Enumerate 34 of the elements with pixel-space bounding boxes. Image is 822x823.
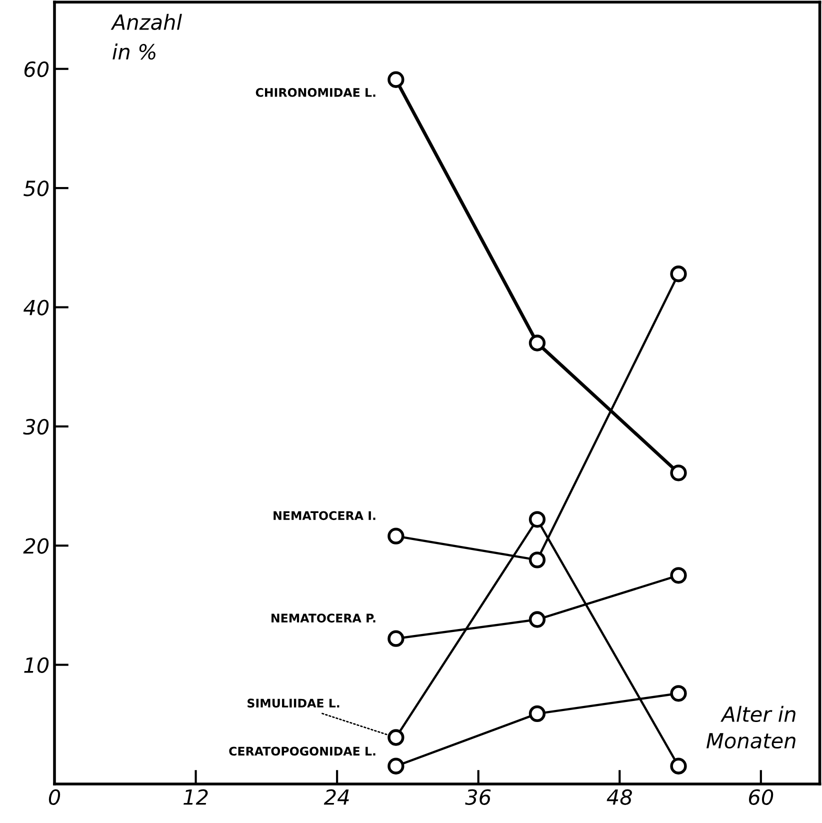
y-tick-label: 30 [23,418,49,435]
point [388,71,404,88]
point [528,611,546,628]
x-tick-label: 24 [324,789,349,805]
point [388,630,404,647]
series-label: CERATOPOGONIDAE L. [229,746,376,756]
point [528,511,546,528]
x-axis-title: Alter in Monaten [706,706,796,749]
y-tick-label: 20 [23,538,49,554]
point [528,552,546,568]
point [670,567,687,584]
text: SIMULIIDAE L. [248,698,340,708]
point [388,729,404,746]
x-tick-label: 12 [184,789,208,805]
x-tick-label: 60 [748,789,774,805]
y-tick-label: 10 [24,657,49,674]
series-label: NEMATOCERA P. [272,614,376,623]
point [670,685,687,702]
x-tick-label: 0 [48,789,60,805]
y-axis-title: Anzahl in % [110,14,182,60]
point [528,334,546,352]
series-label: NEMATOCERA I. [274,511,376,520]
y-tick-label: 40 [24,300,49,316]
series-label: CHIRONOMIDAE L. [256,88,376,97]
x-tick-label: 48 [606,789,632,805]
point [670,266,687,282]
point [388,528,404,544]
x-tick-label: 36 [465,789,491,805]
point [670,758,687,774]
point [388,758,404,774]
y-tick-label: 60 [24,61,49,78]
point [670,464,687,482]
y-tick-label: 50 [24,180,49,196]
point [528,705,546,722]
